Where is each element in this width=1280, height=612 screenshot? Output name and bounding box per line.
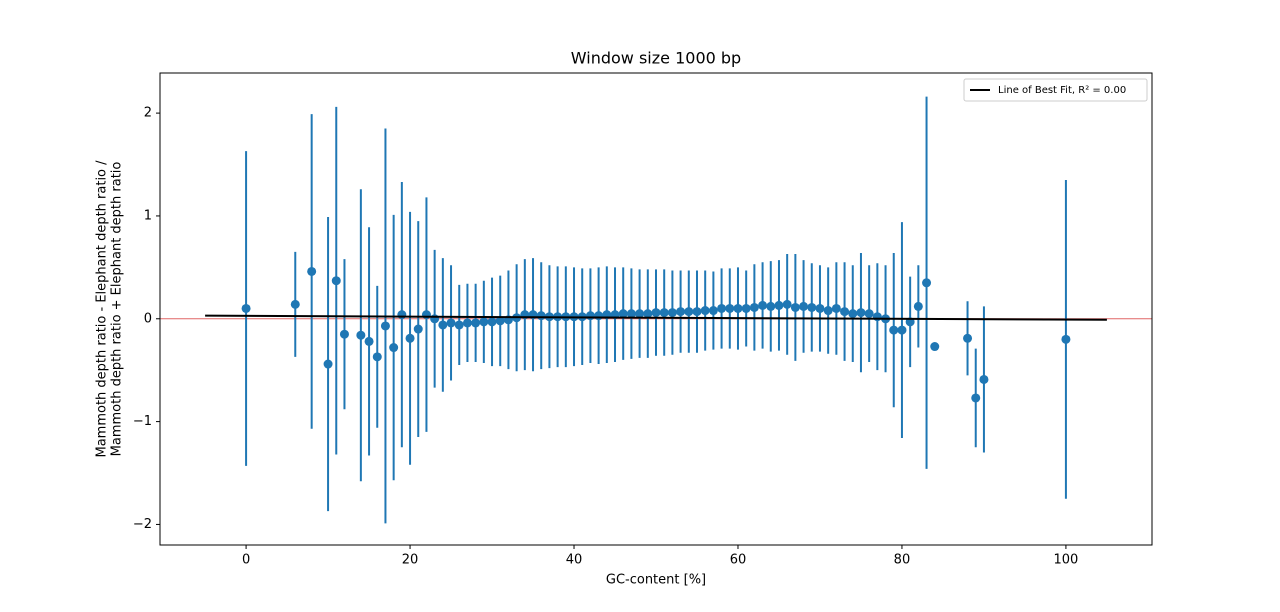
data-point (741, 303, 751, 313)
data-point (840, 307, 850, 317)
data-point (872, 312, 882, 322)
data-point (241, 303, 251, 313)
data-point (782, 299, 792, 309)
data-point (380, 321, 390, 331)
data-point (790, 302, 800, 312)
data-point (487, 317, 497, 327)
data-point (700, 306, 710, 316)
data-point (717, 303, 727, 313)
data-point (848, 309, 858, 319)
y-tick-label: 1 (144, 208, 152, 223)
data-point (807, 302, 817, 312)
plot-frame (159, 72, 1153, 546)
data-point (421, 310, 431, 320)
data-point (799, 301, 809, 311)
data-point (815, 303, 825, 313)
data-point (356, 330, 366, 340)
data-point (831, 303, 841, 313)
y-tick-label: −2 (133, 517, 152, 532)
y-axis-label: Mammoth depth ratio - Elephant depth rat… (95, 160, 110, 458)
data-point (626, 309, 636, 319)
x-tick-label: 80 (894, 553, 911, 568)
data-point (462, 318, 472, 328)
fit-line (205, 314, 1107, 321)
data-point (471, 318, 481, 328)
data-point (405, 333, 415, 343)
data-point (864, 309, 874, 319)
data-point (307, 266, 317, 276)
data-point (585, 311, 595, 321)
y-tick-label: −1 (133, 414, 152, 429)
data-point (659, 308, 669, 318)
data-point (971, 393, 981, 403)
y-tick-label: 0 (144, 311, 152, 326)
data-point (438, 320, 448, 330)
y-tick-label: 2 (144, 106, 152, 121)
data-point (692, 307, 702, 317)
data-point (889, 325, 899, 335)
legend-label: Line of Best Fit, R² = 0.00 (998, 85, 1126, 96)
data-point (758, 300, 768, 310)
data-point (495, 316, 505, 326)
data-point (897, 325, 907, 335)
data-point (618, 309, 628, 319)
data-point (635, 309, 645, 319)
data-point (667, 308, 677, 318)
data-point (684, 307, 694, 317)
data-point (651, 308, 661, 318)
x-tick-label: 60 (730, 553, 747, 568)
data-point (913, 301, 923, 311)
data-point (856, 308, 866, 318)
data-point (725, 303, 735, 313)
data-point (339, 329, 349, 339)
x-tick-label: 0 (242, 553, 250, 568)
data-point (963, 333, 973, 343)
data-point (594, 311, 604, 321)
data-point (364, 336, 374, 346)
data-point (643, 309, 653, 319)
data-point (749, 302, 759, 312)
data-point (397, 310, 407, 320)
legend-box (963, 78, 1148, 102)
data-point (823, 306, 833, 316)
data-point (290, 299, 300, 309)
x-tick-label: 20 (402, 553, 419, 568)
data-point (536, 311, 546, 321)
data-point (323, 359, 333, 369)
data-point (389, 343, 399, 353)
data-point (413, 324, 423, 334)
data-point (372, 352, 382, 362)
data-point (331, 276, 341, 286)
y-axis-label: Mammoth depth ratio + Elephant depth rat… (110, 162, 125, 457)
data-point (766, 301, 776, 311)
data-point (676, 307, 686, 317)
data-point (479, 317, 489, 327)
x-tick-label: 40 (566, 553, 583, 568)
chart-title: Window size 1000 bp (571, 49, 741, 68)
data-point (708, 306, 718, 316)
data-point (922, 278, 932, 288)
data-point (774, 300, 784, 310)
data-point (446, 318, 456, 328)
data-point (930, 342, 940, 352)
x-tick-label: 100 (1054, 553, 1079, 568)
data-point (733, 303, 743, 313)
data-point (454, 320, 464, 330)
data-point (430, 314, 440, 324)
data-point (1061, 334, 1071, 344)
data-point (979, 374, 989, 384)
x-axis-label: GC-content [%] (606, 573, 706, 588)
